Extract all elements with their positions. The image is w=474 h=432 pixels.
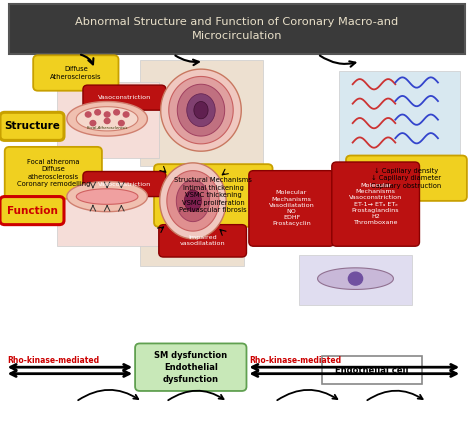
FancyBboxPatch shape [83,172,166,197]
Polygon shape [167,171,219,231]
Text: Focal-Atherosclerosis: Focal-Atherosclerosis [86,126,128,130]
Polygon shape [176,180,210,222]
FancyBboxPatch shape [339,71,460,164]
Polygon shape [177,84,225,136]
FancyBboxPatch shape [83,85,166,110]
Circle shape [90,121,96,126]
Text: Function: Function [7,206,57,216]
FancyBboxPatch shape [299,255,412,305]
FancyBboxPatch shape [9,4,465,54]
Polygon shape [184,190,201,212]
Text: Abnormal Structure and Function of Coronary Macro-and
Microcirculation: Abnormal Structure and Function of Coron… [75,17,399,41]
FancyBboxPatch shape [346,156,467,201]
Text: Rho-kinase-mediated: Rho-kinase-mediated [7,356,99,365]
FancyBboxPatch shape [57,171,159,246]
Polygon shape [67,181,147,212]
FancyBboxPatch shape [0,112,64,140]
Circle shape [104,118,110,124]
Circle shape [85,112,91,117]
FancyBboxPatch shape [159,225,246,257]
Polygon shape [160,163,226,239]
FancyBboxPatch shape [249,171,334,246]
Circle shape [104,112,110,117]
Text: Vasoconstriction: Vasoconstriction [98,95,151,100]
FancyBboxPatch shape [0,197,64,225]
FancyBboxPatch shape [322,356,422,384]
Text: Endothelial cell: Endothelial cell [335,366,409,375]
Circle shape [118,121,124,126]
Polygon shape [76,107,138,131]
FancyBboxPatch shape [140,60,263,166]
Circle shape [348,272,363,285]
FancyBboxPatch shape [5,147,102,199]
Text: Vasoconstriction: Vasoconstriction [98,181,151,187]
Polygon shape [194,102,208,119]
Text: Impaired
vasodilatation: Impaired vasodilatation [180,235,226,246]
Text: Focal atheroma
Diffuse
atherosclerosis
Coronary remodelling: Focal atheroma Diffuse atherosclerosis C… [17,159,90,187]
FancyBboxPatch shape [33,55,118,91]
Polygon shape [67,102,147,136]
Text: SM dysfunction
Endothelial
dysfunction: SM dysfunction Endothelial dysfunction [154,351,228,384]
FancyBboxPatch shape [135,343,246,391]
Text: ↓ Capillary density
↓ Capillary diameter
Capillary obstruction: ↓ Capillary density ↓ Capillary diameter… [371,168,442,189]
Polygon shape [187,94,215,127]
Polygon shape [318,268,393,289]
FancyBboxPatch shape [140,175,244,266]
Polygon shape [161,69,241,151]
Text: Rho-kinase-mediated: Rho-kinase-mediated [249,356,341,365]
Text: Molecular
Mechanisms
Vasodilatation
NO
EDHF
Prostacyclin: Molecular Mechanisms Vasodilatation NO E… [269,191,314,226]
Circle shape [123,112,129,117]
Text: Structure: Structure [4,121,60,131]
Text: Diffuse
Atherosclerosis: Diffuse Atherosclerosis [50,66,101,80]
FancyBboxPatch shape [154,164,273,227]
FancyBboxPatch shape [57,82,159,158]
Text: Molecular
Mechanisms
Vasoconstriction
ET-1→ ETₐ ETₑ
Prostaglandins
H2
Thromboxan: Molecular Mechanisms Vasoconstriction ET… [349,183,402,225]
Polygon shape [76,189,138,204]
Polygon shape [169,76,233,144]
FancyBboxPatch shape [332,162,419,246]
Circle shape [114,110,119,115]
Circle shape [95,110,100,115]
Text: Structural Mechanisms
Intimal thickening
VSMC thickening
VSMC proliferation
Peri: Structural Mechanisms Intimal thickening… [174,178,252,213]
